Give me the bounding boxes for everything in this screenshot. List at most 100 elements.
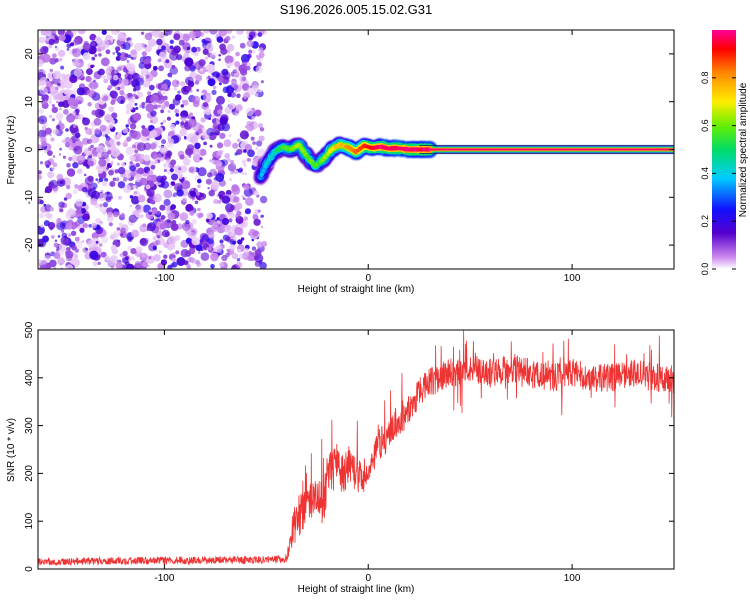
noise-speck [167,264,173,269]
noise-speck [157,58,162,63]
noise-speck [98,68,105,76]
noise-speck [161,180,170,189]
noise-speck [185,48,191,54]
noise-speck [219,261,225,267]
noise-speck [148,256,152,260]
noise-speck [210,252,219,262]
noise-speck [232,69,237,74]
noise-speck [241,195,244,198]
noise-speck [141,51,147,57]
noise-speck [109,138,117,146]
noise-speck [256,55,261,60]
noise-speck [221,68,229,76]
y-tick-label: -20 [24,237,35,252]
noise-speck [184,155,188,159]
noise-speck [169,66,178,75]
noise-speck [185,219,190,225]
noise-speck [204,108,212,116]
noise-speck [176,172,184,180]
noise-speck [168,103,176,110]
noise-speck [75,96,84,105]
trace-layer [258,142,674,180]
noise-speck [150,199,156,205]
noise-speck [165,154,171,161]
noise-speck [59,208,64,213]
noise-speck [257,209,261,213]
snr-y-axis: 0 100 200 300 400 500 [24,321,674,572]
noise-speck [87,239,96,249]
noise-speck [252,141,256,145]
heatmap-noise [38,30,268,269]
snr-x-axis-label: Height of straight line (km) [298,584,415,595]
noise-speck [82,42,91,51]
noise-speck [216,150,223,157]
noise-speck [236,30,244,35]
noise-speck [87,102,92,107]
noise-speck [135,162,140,168]
noise-speck [152,30,162,38]
noise-speck [81,240,85,244]
noise-speck [191,95,201,105]
noise-speck [246,35,250,39]
noise-speck [207,75,211,80]
noise-speck [213,159,220,166]
noise-speck [146,188,155,197]
noise-speck [258,47,264,53]
noise-speck [252,214,259,221]
noise-speck [173,33,181,41]
noise-speck [178,39,185,46]
noise-speck [51,167,55,171]
noise-speck [115,47,120,52]
noise-speck [62,155,66,159]
noise-speck [179,128,187,137]
noise-speck [48,179,58,189]
noise-speck [226,43,235,52]
noise-speck [38,59,44,68]
noise-speck [39,199,44,205]
noise-speck [189,210,195,216]
noise-speck [93,118,102,126]
noise-speck [134,149,139,154]
noise-speck [122,250,128,257]
noise-speck [101,30,107,35]
noise-speck [168,184,173,189]
noise-speck [217,109,223,115]
noise-speck [197,212,203,218]
noise-speck [62,222,67,227]
noise-speck [110,196,114,200]
noise-speck [180,180,184,184]
noise-speck [73,68,83,77]
noise-speck [102,96,107,102]
noise-speck [58,57,63,62]
noise-speck [47,150,53,157]
noise-speck [233,196,240,203]
noise-speck [82,137,90,145]
noise-speck [146,71,151,75]
noise-speck [126,59,130,63]
noise-speck [145,103,155,113]
noise-speck [165,205,171,212]
noise-speck [102,75,106,79]
noise-speck [112,52,116,55]
noise-speck [239,42,246,49]
noise-speck [142,46,146,50]
noise-speck [186,85,192,92]
noise-speck [135,152,139,157]
noise-speck [110,162,114,166]
noise-speck [196,88,200,92]
noise-speck [149,130,158,139]
noise-speck [161,139,167,145]
noise-speck [228,134,232,138]
noise-speck [57,82,61,87]
noise-speck [65,192,73,200]
noise-speck [136,142,146,152]
noise-speck [159,204,166,211]
noise-speck [165,59,170,64]
colorbar-tick-label: 0.4 [700,167,710,180]
noise-speck [215,155,219,159]
noise-speck [207,231,215,239]
noise-speck [135,106,139,110]
noise-speck [40,46,49,55]
noise-speck [89,250,99,260]
noise-speck [144,45,152,53]
